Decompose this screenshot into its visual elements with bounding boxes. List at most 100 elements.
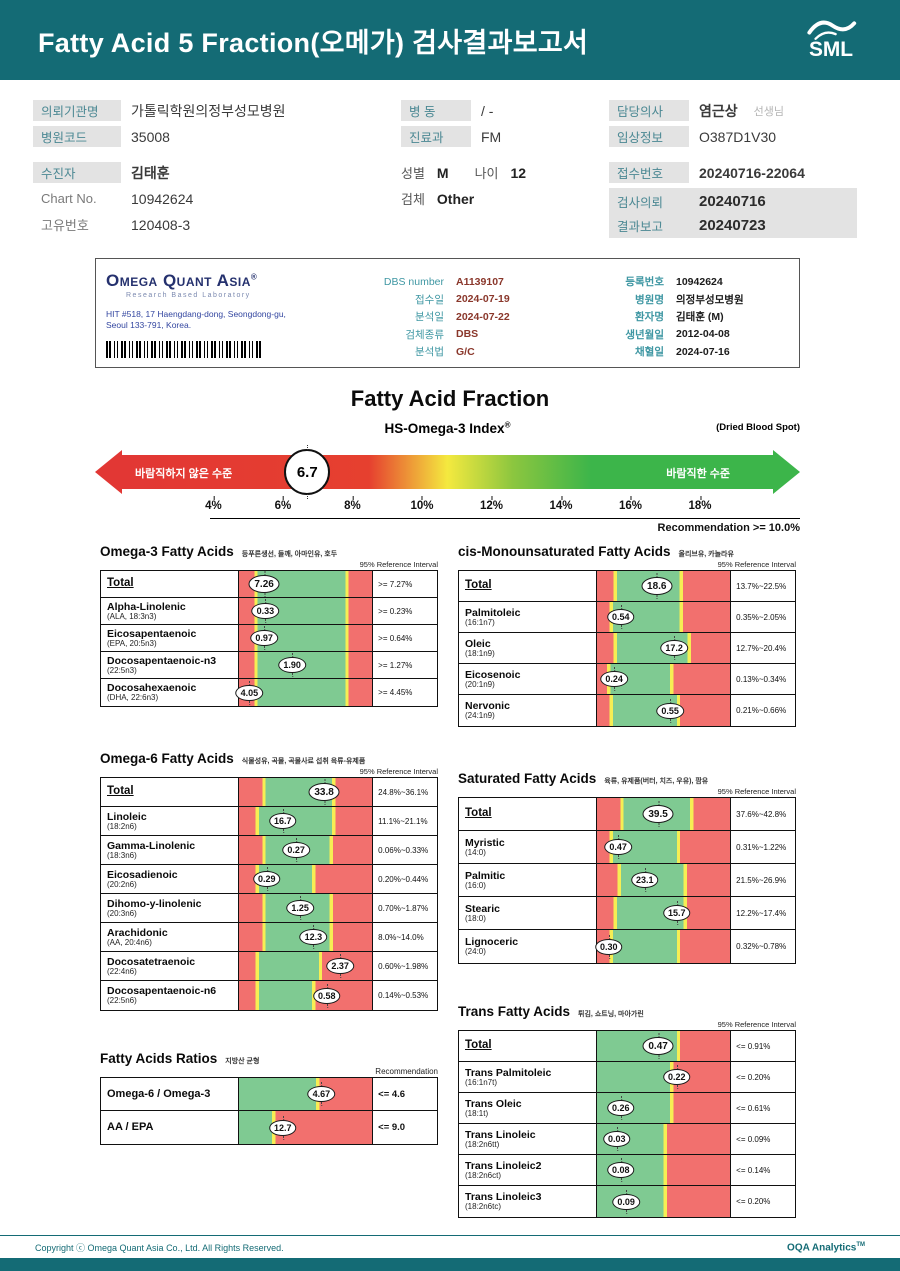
section-title: Omega-6 Fatty Acids: [100, 751, 234, 766]
lab-field-row: 환자명 김태훈 (M): [606, 308, 785, 326]
measured-value-bubble: 12.3: [299, 925, 328, 949]
fatty-acid-name-cell: Eicosenoic (20:1n9): [459, 664, 597, 694]
reference-range-bar: 0.55: [596, 695, 732, 726]
lab-field-value: DBS: [456, 328, 479, 341]
reference-interval-value: 24.8%~36.1%: [378, 787, 429, 797]
reference-interval-value: <= 0.91%: [736, 1041, 771, 1051]
fatty-acid-name-cell: AA / EPA: [101, 1111, 239, 1144]
lab-field-label: 환자명: [635, 311, 664, 324]
section-header: Fatty Acids Ratios 지방산 균형: [100, 1051, 438, 1066]
reference-range-bar: 0.22: [596, 1062, 732, 1092]
fatty-acid-name: Docosahexaenoic: [107, 682, 197, 695]
table-row: Alpha-Linolenic (ALA, 18:3n3) 0.33 >= 0.23%: [101, 598, 437, 625]
lab-address-line2: Seoul 133-791, Korea.: [106, 320, 192, 331]
measured-value-bubble: 23.1: [631, 868, 659, 892]
reference-range-bar: 0.47: [596, 831, 732, 863]
reference-range-bar: 18.6: [596, 571, 732, 601]
measured-value-bubble: 1.90: [278, 653, 306, 677]
dept-label: 진료과: [401, 126, 471, 147]
fatty-acid-name: Total: [465, 579, 492, 592]
measured-value-bubble: 4.67: [307, 1082, 336, 1106]
unique-label: 고유번호: [41, 218, 89, 233]
fatty-acid-notation: (18:1n9): [465, 648, 495, 658]
table-row: Total 33.8 24.8%~36.1%: [101, 778, 437, 807]
lab-field-row: 채혈일 2024-07-16: [606, 343, 785, 361]
table-row: Palmitoleic (16:1n7) 0.54 0.35%~2.05%: [459, 602, 795, 633]
scale-tick: 10%: [410, 496, 434, 512]
fatty-acid-name-cell: Alpha-Linolenic (ALA, 18:3n3): [101, 598, 239, 624]
reference-interval-value: 0.32%~0.78%: [736, 942, 787, 951]
reference-interval-value: >= 7.27%: [378, 579, 413, 589]
reference-range-bar: 0.30: [594, 930, 732, 963]
table-row: Docosapentaenoic-n3 (22:5n3) 1.90 >= 1.27%: [101, 652, 437, 679]
measured-value-bubble: 15.7: [663, 901, 691, 925]
lab-field-row: DBS number A1139107: [368, 273, 606, 291]
fatty-acid-name: Trans Linoleic3: [465, 1191, 542, 1204]
measured-value-bubble: 0.26: [606, 1096, 635, 1120]
reference-interval-value: 0.31%~1.22%: [736, 842, 787, 852]
fatty-acid-name-cell: Docosatetraenoic (22:4n6): [101, 952, 239, 980]
info-col-right: 담당의사 염근상 선생님 임상정보 O387D1V30 접수번호 2024071…: [609, 100, 865, 240]
barcode: [106, 340, 264, 358]
table-row: Docosapentaenoic-n6 (22:5n6) 0.58 0.14%~0.5…: [101, 981, 437, 1010]
measured-value-bubble: 1.25: [286, 896, 314, 920]
chart-value: 10942624: [131, 190, 194, 207]
report-footer: Copyright ⓒ Omega Quant Asia Co., Ltd. A…: [0, 1235, 900, 1271]
fatty-acid-notation: (18:3n6): [107, 850, 137, 860]
section-header: cis-Monounsaturated Fatty Acids 올리브유, 카놀라…: [458, 544, 796, 559]
table-row: Docosatetraenoic (22:4n6) 2.37 0.60%~1.98%: [101, 952, 437, 981]
fatty-acid-name-cell: Total: [101, 778, 239, 806]
reference-range-bar: 7.26: [238, 571, 374, 597]
reference-interval-header: 95% Reference Interval: [359, 767, 438, 776]
reference-interval-value: <= 0.20%: [736, 1072, 771, 1082]
hospcode-value: 35008: [131, 128, 170, 145]
fatty-acid-name-cell: Stearic (18:0): [459, 897, 597, 929]
field-specimen: 검체 Other: [401, 188, 609, 209]
recv-value: 20240716-22064: [699, 164, 805, 181]
lab-address: HIT #518, 17 Haengdang-dong, Seongdong-g…: [106, 309, 368, 332]
reference-interval-value: 0.21%~0.66%: [736, 706, 787, 715]
measured-value-bubble: 7.26: [248, 571, 280, 597]
lab-field-label: 접수일: [415, 293, 444, 306]
fatty-acid-name: Eicosenoic: [465, 668, 521, 681]
table-row: Myristic (14:0) 0.47 0.31%~1.22%: [459, 831, 795, 864]
lab-info-box: Omega Quant Asia® Research Based Laborat…: [95, 258, 800, 368]
table-row: Trans Linoleic (18:2n6tt) 0.03 <= 0.09%: [459, 1124, 795, 1155]
fatty-acid-name-cell: Docosapentaenoic-n3 (22:5n3): [101, 652, 239, 678]
lab-logo-reg: ®: [250, 272, 258, 282]
fatty-acid-name: Dihomo-y-linolenic: [107, 897, 202, 910]
table-row: Eicosapentaenoic (EPA, 20:5n3) 0.97 >= 0.64…: [101, 625, 437, 652]
fatty-acid-name-cell: Trans Linoleic3 (18:2n6tc): [459, 1186, 597, 1217]
measured-value-bubble: 12.7: [269, 1115, 297, 1140]
fatty-acid-name: Lignoceric: [465, 936, 519, 949]
reference-interval-value: 11.1%~21.1%: [378, 816, 428, 826]
lab-field-value: 2024-07-22: [456, 310, 510, 323]
fatty-acid-notation: (18:1t): [465, 1108, 489, 1118]
measured-value-bubble: 0.22: [663, 1065, 691, 1089]
fatty-acid-name: Palmitoleic: [465, 606, 521, 619]
reference-range-bar: 15.7: [596, 897, 732, 929]
fatty-acid-table: Total 39.5 37.6%~42.8% Myristic (14:0) 0.47 0.…: [458, 797, 796, 964]
section-note: 육류, 유제품(버터, 치즈, 우유), 팜유: [604, 778, 709, 785]
section-title: cis-Monounsaturated Fatty Acids: [458, 544, 671, 559]
lab-field-row: 접수일 2024-07-19: [368, 291, 606, 309]
table-row: AA / EPA 12.7 <= 9.0: [101, 1111, 437, 1144]
lab-field-row: 분석일 2024-07-22: [368, 308, 606, 326]
fatty-acid-name-cell: Trans Linoleic2 (18:2n6ct): [459, 1155, 597, 1185]
scale-tick: 6%: [274, 496, 292, 512]
fatty-acid-name: Nervonic: [465, 700, 510, 713]
reference-interval-value: 37.6%~42.8%: [736, 809, 787, 819]
table-row: Arachidonic (AA, 20:4n6) 12.3 8.0%~14.0%: [101, 923, 437, 952]
reference-range-bar: 0.47: [596, 1031, 732, 1061]
fatty-acid-name: Total: [107, 785, 134, 798]
index-gradient-arrow: 바람직하지 않은 수준 바람직한 수준 6.7: [95, 445, 800, 499]
lab-field-label: 생년월일: [625, 328, 664, 341]
reference-range-bar: 0.27: [238, 836, 374, 864]
fatty-acid-name: Trans Linoleic2: [465, 1159, 542, 1172]
org-label: 의뢰기관명: [33, 100, 121, 121]
fatty-acid-notation: (18:2n6tt): [465, 1139, 500, 1149]
table-row: Trans Linoleic3 (18:2n6tc) 0.09 <= 0.20%: [459, 1186, 795, 1217]
ward-label: 병 동: [401, 100, 471, 121]
section-title: Omega-3 Fatty Acids: [100, 544, 234, 559]
